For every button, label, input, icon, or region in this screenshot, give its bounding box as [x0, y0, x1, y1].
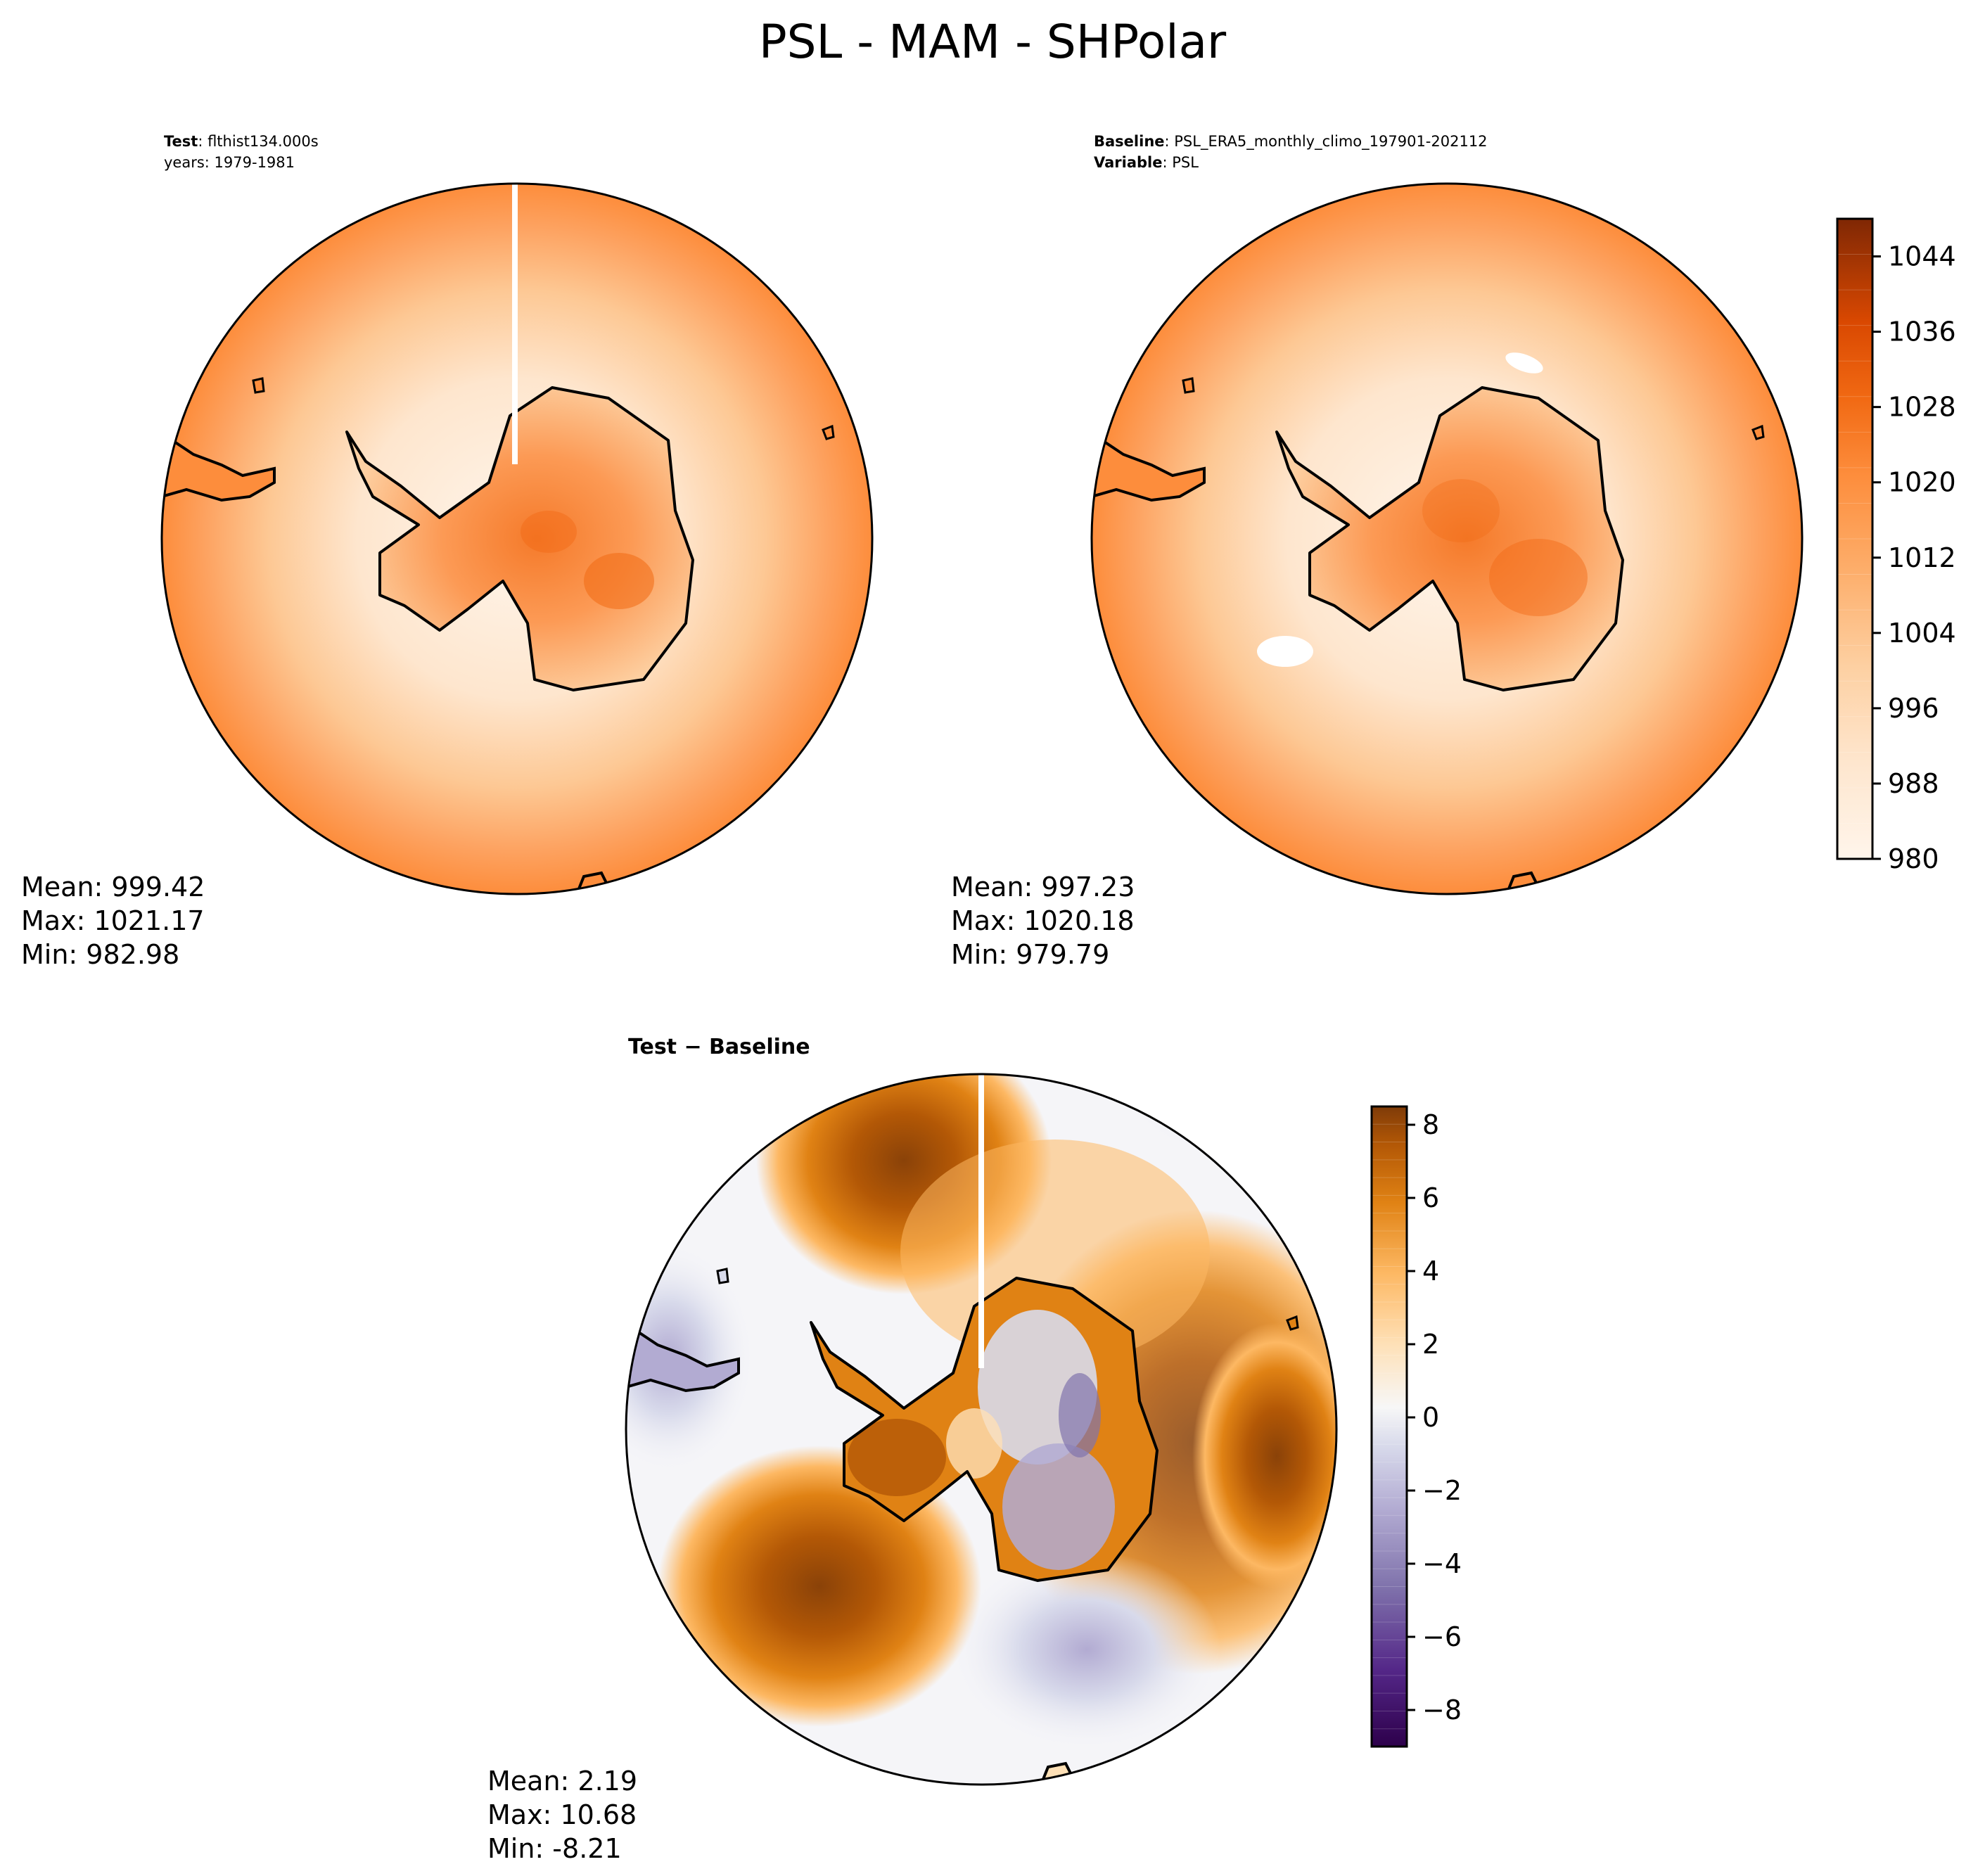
panel-difference-seam [978, 1074, 984, 1368]
colorbar-difference-tick-label: −6 [1422, 1621, 1462, 1652]
panel-difference-coastline [810, 1277, 1159, 1582]
figure-title: PSL - MAM - SHPolar [759, 15, 1227, 69]
colorbar-difference: −8 −6 −4 −2 0 2 4 6 8 [1370, 1105, 1462, 1748]
panel-test-south-america [162, 439, 276, 502]
panel-test-map [162, 184, 872, 894]
panel-test-seam [512, 184, 518, 464]
colorbar-difference-tick-label: 6 [1422, 1182, 1439, 1213]
colorbar-difference-tick-label: 8 [1422, 1109, 1439, 1140]
panel-baseline-title-line-2: Variable: PSL [1094, 154, 1199, 171]
panel-test-high-pressure [584, 553, 654, 609]
colorbar-difference-tick-label: −4 [1422, 1548, 1462, 1579]
colorbar-psl-tick-label: 996 [1888, 693, 1939, 724]
panel-difference-stat-max: Max: 10.68 [487, 1799, 637, 1830]
colorbar-psl-tick-label: 988 [1888, 768, 1939, 799]
colorbar-difference-bar [1372, 1106, 1407, 1747]
panel-difference-negative-anomaly-1 [953, 1551, 1220, 1748]
colorbar-difference-tick-label: −8 [1422, 1695, 1462, 1725]
panel-baseline-continent-fill [1277, 388, 1623, 690]
panel-test-boundary [160, 182, 874, 895]
colorbar-psl-tick-label: 1028 [1888, 392, 1956, 423]
panel-difference-stat-mean: Mean: 2.19 [487, 1766, 637, 1797]
panel-baseline: Baseline: PSL_ERA5_monthly_climo_197901-… [951, 133, 1956, 970]
panel-baseline-low-pressure-1 [1257, 636, 1313, 667]
colorbar-psl-tick-label: 1004 [1888, 618, 1956, 649]
colorbar-psl-bar [1837, 219, 1872, 859]
colorbar-difference-tick-label: 0 [1422, 1402, 1439, 1433]
panel-test-stat-mean: Mean: 999.42 [21, 872, 205, 902]
panel-baseline-stat-min: Min: 979.79 [951, 939, 1109, 970]
panel-test-coastline [345, 386, 694, 691]
panel-baseline-stat-mean: Mean: 997.23 [951, 872, 1135, 902]
panel-test: Test: flthist134.000s years: 1979-1981 M… [21, 133, 874, 970]
panel-baseline-map [1092, 184, 1802, 894]
panel-baseline-stat-max: Max: 1020.18 [951, 905, 1135, 936]
colorbar-difference-tick-label: −2 [1422, 1475, 1462, 1506]
panel-baseline-title-line-1: Baseline: PSL_ERA5_monthly_climo_197901-… [1094, 133, 1488, 151]
colorbar-difference-tick-label: 2 [1422, 1329, 1439, 1360]
panel-difference-map [626, 1074, 1336, 1785]
panel-baseline-south-america [1092, 439, 1206, 502]
colorbar-difference-tick-label: 4 [1422, 1256, 1439, 1287]
panel-baseline-low-pressure-2 [1505, 352, 1543, 374]
panel-test-title-line-2: years: 1979-1981 [164, 154, 295, 171]
panel-difference-positive-anomaly-3 [1192, 1322, 1336, 1590]
panel-difference: Test − Baseline [487, 1035, 1462, 1864]
panel-difference-title: Test − Baseline [628, 1035, 810, 1059]
panel-test-title-line-1: Test: flthist134.000s [164, 133, 319, 150]
colorbar-psl-tick-label: 1036 [1888, 317, 1956, 347]
panel-baseline-coastline [1275, 386, 1624, 691]
panel-difference-boundary [625, 1073, 1338, 1786]
colorbar-psl-tick-label: 1012 [1888, 542, 1956, 573]
panel-test-stat-min: Min: 982.98 [21, 939, 179, 970]
panel-test-continent-fill [347, 388, 693, 690]
panel-difference-south-america [626, 1329, 740, 1393]
panel-difference-stat-min: Min: -8.21 [487, 1833, 622, 1864]
colorbar-psl-tick-label: 1020 [1888, 467, 1956, 498]
colorbar-psl-tick-label: 1044 [1888, 241, 1956, 272]
colorbar-psl-tick-label: 980 [1888, 843, 1939, 874]
panel-test-stat-max: Max: 1021.17 [21, 905, 205, 936]
colorbar-psl: 980 988 996 1004 1012 1020 1028 1036 1044 [1836, 217, 1956, 874]
panel-baseline-boundary [1090, 182, 1804, 895]
